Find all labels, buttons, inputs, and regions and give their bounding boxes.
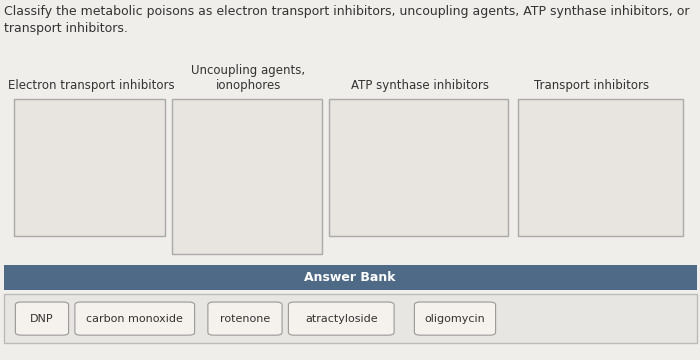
Text: oligomycin: oligomycin	[425, 314, 485, 324]
Bar	[172, 99, 322, 254]
Bar	[329, 99, 508, 236]
FancyBboxPatch shape	[414, 302, 496, 335]
Bar	[14, 99, 164, 236]
FancyBboxPatch shape	[208, 302, 282, 335]
Bar	[4, 294, 696, 343]
Text: DNP: DNP	[30, 314, 54, 324]
Text: rotenone: rotenone	[220, 314, 270, 324]
Text: Answer Bank: Answer Bank	[304, 271, 395, 284]
FancyBboxPatch shape	[15, 302, 69, 335]
Bar	[518, 99, 682, 236]
Text: atractyloside: atractyloside	[305, 314, 377, 324]
Text: Transport inhibitors: Transport inhibitors	[534, 79, 649, 92]
Text: Uncoupling agents,
ionophores: Uncoupling agents, ionophores	[191, 64, 306, 92]
FancyBboxPatch shape	[75, 302, 195, 335]
FancyBboxPatch shape	[288, 302, 394, 335]
Text: ATP synthase inhibitors: ATP synthase inhibitors	[351, 79, 489, 92]
Bar	[4, 265, 696, 290]
Text: Classify the metabolic poisons as electron transport inhibitors, uncoupling agen: Classify the metabolic poisons as electr…	[4, 5, 689, 35]
Text: Electron transport inhibitors: Electron transport inhibitors	[8, 79, 174, 92]
Text: carbon monoxide: carbon monoxide	[86, 314, 183, 324]
